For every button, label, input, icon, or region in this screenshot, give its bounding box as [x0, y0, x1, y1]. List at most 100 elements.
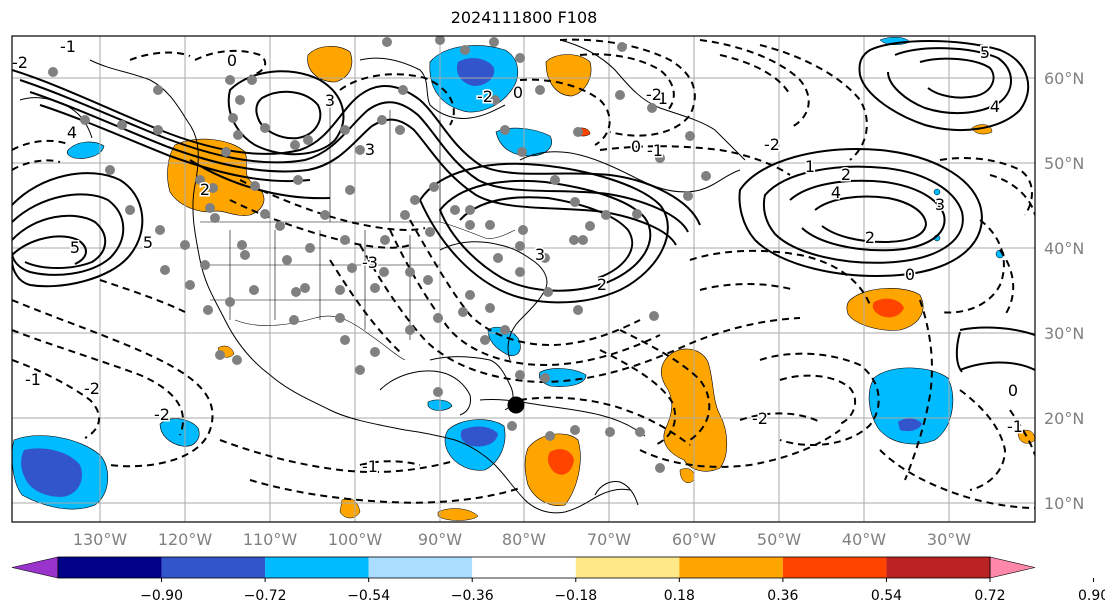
contour-label: 0	[227, 51, 237, 70]
contour-label: 3	[535, 245, 545, 264]
contour-label: -1	[652, 89, 668, 108]
colorbar-cell	[161, 557, 266, 578]
contour-label: -2	[752, 409, 768, 428]
storm-center-marker	[507, 396, 525, 414]
longitude-label: 100°W	[328, 530, 383, 549]
contour-label: 3	[325, 91, 335, 110]
contour-label: -2	[477, 87, 493, 106]
colorbar-extend-min	[11, 556, 59, 579]
colorbar-cell	[679, 557, 783, 578]
colorbar: −0.90 −0.72 −0.54 −0.36 −0.18 0.18 0.36 0.54 0.7…	[11, 556, 1105, 604]
longitude-label: 70°W	[587, 530, 631, 549]
longitude-label: 110°W	[243, 530, 298, 549]
contour-label: 0	[513, 83, 523, 102]
longitude-label: 60°W	[672, 530, 716, 549]
contour-label: -2	[12, 53, 28, 72]
negative-anomaly-core	[898, 418, 922, 432]
contour-label: -1	[1007, 417, 1023, 436]
latitude-label: 10°N	[1044, 494, 1084, 513]
contour-label: -2	[764, 135, 780, 154]
contour-label: 5	[70, 238, 80, 257]
contour-label: -1	[647, 141, 663, 160]
coastlines	[19, 39, 746, 514]
longitude-label: 120°W	[158, 530, 213, 549]
contour-label: -1	[60, 37, 76, 56]
contour-label: 5	[143, 233, 153, 252]
longitude-label: 80°W	[502, 530, 546, 549]
colorbar-tick-label: −0.36	[451, 588, 494, 604]
colorbar-cell	[58, 557, 162, 578]
colorbar-extend-max	[989, 556, 1036, 579]
colorbar-tick-label: 0.18	[664, 588, 695, 604]
colorbar-tick-labels: −0.90 −0.72 −0.54 −0.36 −0.18 0.18 0.36 0.54 0.7…	[140, 578, 1105, 604]
contour-label: 2	[597, 275, 607, 294]
latitude-label: 30°N	[1044, 324, 1084, 343]
colorbar-cells	[11, 556, 1036, 579]
longitude-label: 90°W	[418, 530, 462, 549]
map-frame	[11, 35, 1036, 523]
negative-anomaly-region	[159, 418, 200, 447]
positive-anomaly-speck	[1017, 429, 1035, 444]
longitude-label: 40°W	[842, 530, 886, 549]
colorbar-frame	[57, 556, 991, 579]
contour-label: -3	[362, 253, 378, 272]
colorbar-tick-label: −0.18	[554, 588, 597, 604]
positive-anomaly-region	[307, 46, 353, 83]
contour-label: 0	[1008, 381, 1018, 400]
map-title: 2024111800 F108	[450, 8, 598, 27]
longitude-label: 50°W	[757, 530, 801, 549]
latitude-label: 50°N	[1044, 154, 1084, 173]
longitude-label: 130°W	[73, 530, 128, 549]
contour-label: 4	[990, 97, 1000, 116]
negative-anomaly-core	[21, 448, 82, 497]
contour-label: 3	[365, 140, 375, 159]
colorbar-tick-label: 0.36	[767, 588, 798, 604]
positive-anomaly-core	[547, 449, 574, 475]
contour-label: 1	[805, 157, 815, 176]
colorbar-tick-label: 0.54	[871, 588, 902, 604]
contour-label: 2	[865, 228, 875, 247]
negative-contours	[12, 38, 1035, 509]
colorbar-tick-label: 0.90	[1078, 588, 1105, 604]
colorbar-tick-label: −0.72	[244, 588, 287, 604]
positive-anomaly-region	[545, 54, 592, 97]
contour-label: 2	[200, 180, 210, 199]
positive-anomaly-core	[872, 298, 904, 318]
colorbar-cell	[368, 557, 473, 578]
contour-label: 5	[980, 43, 990, 62]
colorbar-cell	[575, 557, 680, 578]
station-markers	[48, 36, 711, 473]
shaded-anomalies	[12, 37, 1035, 521]
colorbar-tick-label: −0.90	[140, 588, 183, 604]
contour-label: 0	[631, 137, 641, 156]
colorbar-cell	[265, 557, 369, 578]
negative-anomaly-region	[66, 141, 105, 159]
latitude-axis-labels: 60°N 50°N 40°N 30°N 20°N 10°N	[1044, 69, 1084, 513]
contour-label: -2	[154, 405, 170, 424]
longitude-label: 30°W	[927, 530, 971, 549]
colorbar-tick-label: 0.72	[974, 588, 1005, 604]
contour-label: 4	[67, 123, 77, 142]
negative-anomaly-speck	[933, 188, 941, 196]
contour-label: 4	[831, 183, 841, 202]
contour-label: -2	[84, 379, 100, 398]
negative-anomaly-core	[456, 58, 495, 86]
contour-label: -1	[25, 370, 41, 389]
contour-label: 3	[935, 195, 945, 214]
contour-label: 2	[841, 165, 851, 184]
latitude-label: 40°N	[1044, 239, 1084, 258]
political-borders	[200, 100, 516, 361]
latitude-label: 60°N	[1044, 69, 1084, 88]
colorbar-cell	[472, 557, 576, 578]
contour-label: 0	[905, 265, 915, 284]
colorbar-tick-label: −0.54	[347, 588, 390, 604]
colorbar-cell	[782, 557, 887, 578]
negative-anomaly-core	[460, 426, 498, 447]
positive-anomaly-speck	[437, 508, 479, 521]
contour-label: -2	[646, 85, 662, 104]
longitude-axis-labels: 130°W 120°W 110°W 100°W 90°W 80°W 70°W 60°W 50°W…	[73, 530, 971, 549]
contour-label: -1	[362, 457, 378, 476]
